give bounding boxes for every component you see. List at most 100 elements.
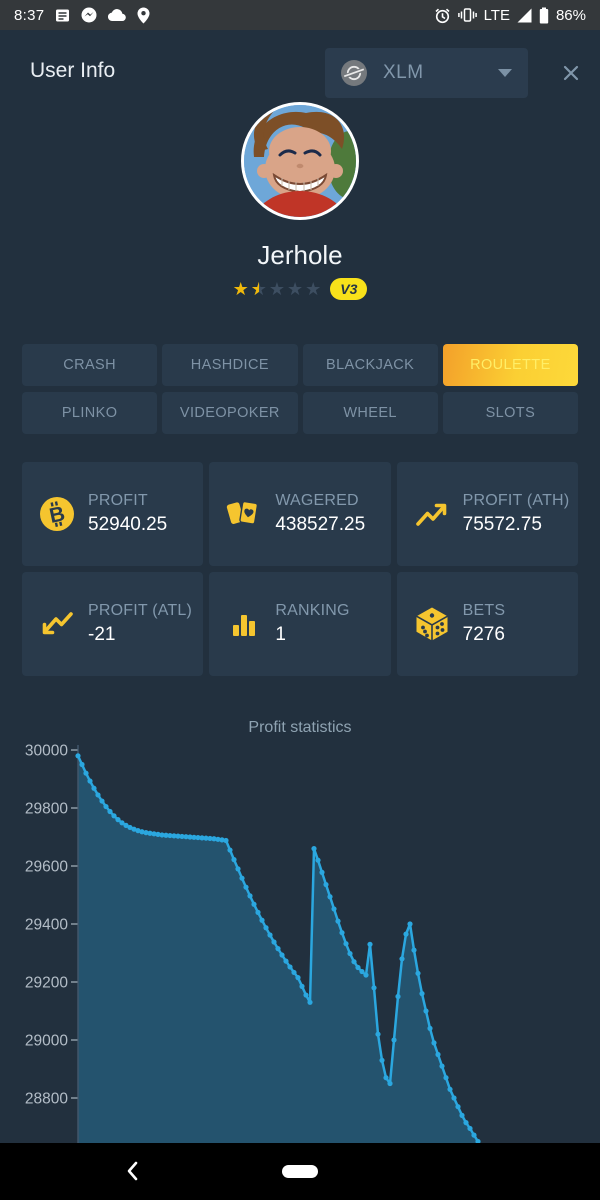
chart-point [451,1095,457,1101]
back-button[interactable] [126,1161,140,1182]
stat-value: 52940.25 [88,514,168,535]
chart-point [267,932,273,938]
stat-value: 1 [275,624,286,645]
stat-label: BETS [462,602,506,619]
chart-point [359,968,365,975]
tab-wheel[interactable]: WHEEL [302,392,438,434]
chart-point [171,833,177,839]
stat-label: RANKING [275,602,350,619]
chart-point [391,1037,397,1043]
chart-point [107,808,113,815]
tab-plinko[interactable]: PLINKO [22,392,158,434]
chart-title: Profit statistics [248,719,352,736]
chart-point [375,1031,381,1037]
stat-card-wagered: WAGERED 438527.25 [209,462,391,566]
chart-point [347,950,353,957]
stat-label: WAGERED [275,492,359,509]
y-axis-label: 29400 [25,917,68,934]
chart-point [183,834,189,840]
currency-select[interactable]: XLM [325,48,528,98]
chart-point [179,833,185,840]
stat-card-profit: B PROFIT 52940.25 [22,462,204,566]
chart-point [219,837,225,843]
chart-point [287,964,293,970]
cloud-icon [108,8,127,22]
chart-point [351,959,357,965]
chart-point [155,831,161,837]
location-pin-icon [137,7,150,24]
chart-point [115,817,121,823]
chart-point [235,866,241,872]
chart-point [211,836,217,842]
chart-point [159,832,165,838]
chart-point [407,921,413,927]
battery-icon [539,7,549,24]
chart-point [95,792,101,798]
chart-point [103,803,109,810]
chart-point [335,918,341,924]
close-button[interactable] [560,62,582,84]
chart-point [239,875,245,881]
chart-point [83,770,89,776]
chart-point [411,947,417,953]
chart-point [339,930,345,936]
chart-point [119,820,125,826]
chart-point [87,778,93,784]
y-axis-label: 29800 [25,801,68,818]
chart-point [163,832,169,838]
chart-point [439,1063,445,1069]
chart-point [383,1075,389,1081]
y-axis-label: 30000 [25,743,68,760]
chart-point [275,946,281,952]
stat-card-profit-atl: PROFIT (ATL) -21 [22,572,204,676]
stat-value: -21 [88,624,116,645]
stat-label: PROFIT (ATH) [462,492,570,509]
chart-point [143,830,149,836]
chart-point [175,833,181,839]
tab-blackjack[interactable]: BLACKJACK [302,344,438,386]
chart-point [327,894,333,900]
chart-point [203,835,209,841]
chart-point [111,813,117,819]
clock-text: 8:37 [14,6,45,24]
chart-point [315,857,321,863]
chart-point [299,983,305,989]
vibrate-icon [457,7,477,23]
bitcoin-icon: B [38,497,76,531]
tab-videopoker[interactable]: VIDEOPOKER [162,392,298,434]
status-bar: 8:37 LTE 86% [0,0,600,30]
chart-point [399,956,405,962]
chart-point [291,969,297,976]
chart-point [199,835,205,841]
chart-point [395,993,401,1000]
chart-point [475,1138,481,1144]
stat-card-profit-ath: PROFIT (ATH) 75572.75 [396,462,578,566]
chart-point [279,952,285,958]
chart-point [75,753,81,759]
trend-up-icon [413,499,451,529]
chart-point [363,972,369,978]
chart-point [167,832,173,839]
chart-point [307,999,313,1005]
chart-point [467,1125,473,1132]
chevron-down-icon [498,69,512,77]
chart-point [403,931,409,937]
y-axis-label: 29000 [25,1033,68,1050]
chart-point [123,822,129,828]
status-bar-right: LTE 86% [434,7,586,24]
stat-value: 75572.75 [462,514,542,535]
stat-value: 438527.25 [275,514,366,535]
home-pill[interactable] [282,1165,318,1178]
chart-point [191,834,197,840]
tab-crash[interactable]: CRASH [22,344,158,386]
chart-point [207,835,213,842]
tab-slots[interactable]: SLOTS [442,392,578,434]
chart-point [227,847,233,853]
tab-hashdice[interactable]: HASHDICE [162,344,298,386]
status-bar-left: 8:37 [14,7,150,24]
star-icon: ★ [305,279,322,299]
chart-point [127,824,133,831]
tab-roulette[interactable]: ROULETTE [442,344,578,386]
chart-point [187,834,193,840]
